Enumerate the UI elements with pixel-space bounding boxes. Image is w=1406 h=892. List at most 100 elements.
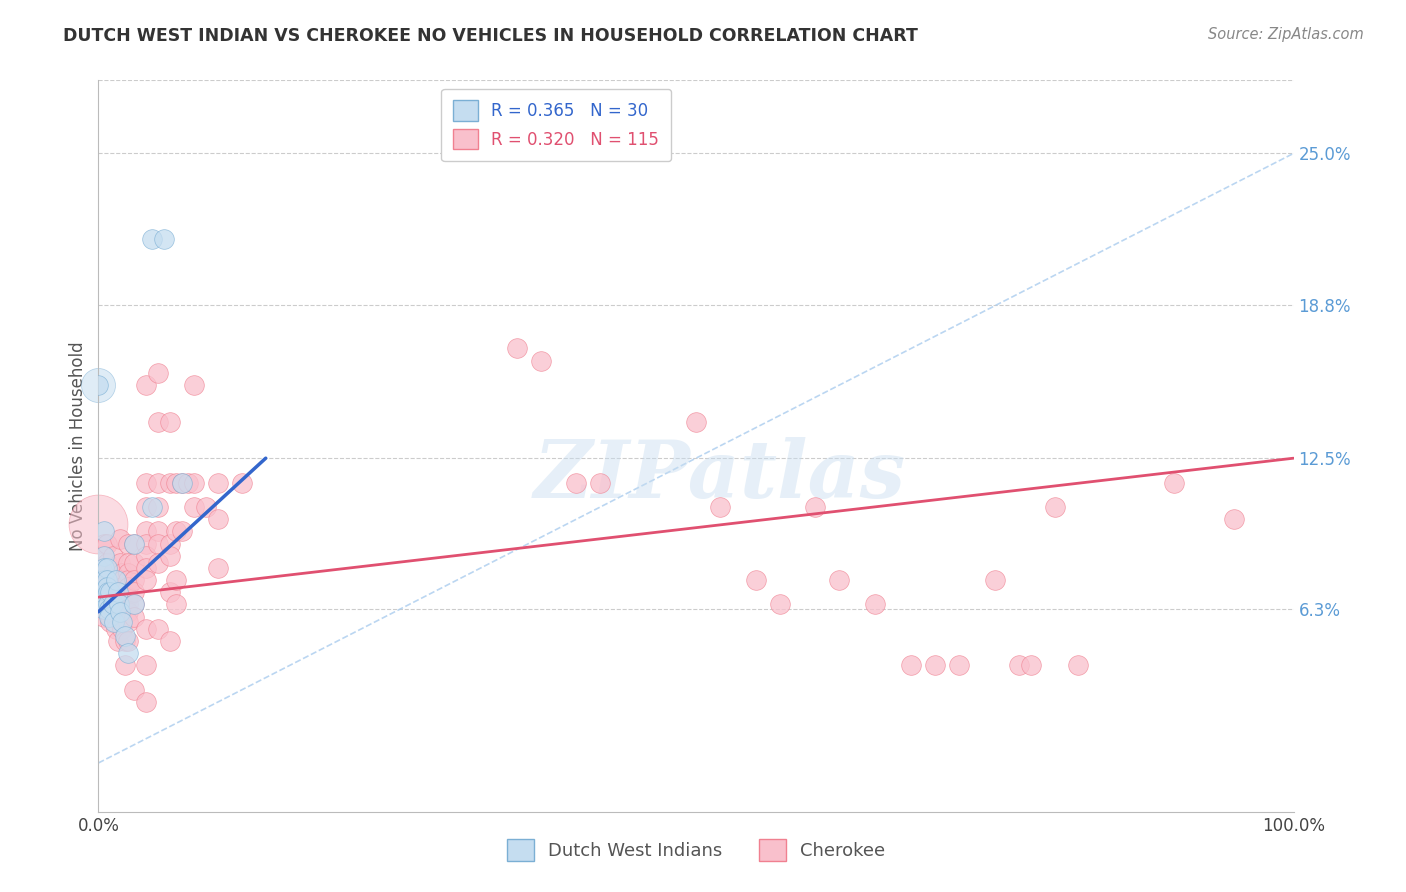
Point xyxy=(159,549,181,563)
Point xyxy=(124,573,146,587)
Point xyxy=(114,634,136,648)
Point xyxy=(148,622,170,636)
Point xyxy=(98,609,121,624)
Point xyxy=(768,598,790,612)
Point xyxy=(93,585,115,599)
Point xyxy=(165,475,187,490)
Point xyxy=(117,556,139,570)
Point xyxy=(745,573,768,587)
Point xyxy=(108,605,131,619)
Point xyxy=(172,475,194,490)
Point xyxy=(124,609,146,624)
Point xyxy=(97,585,120,599)
Point xyxy=(93,598,115,612)
Point xyxy=(135,524,157,539)
Legend: Dutch West Indians, Cherokee: Dutch West Indians, Cherokee xyxy=(499,832,893,869)
Point xyxy=(117,566,139,580)
Point xyxy=(105,602,128,616)
Point xyxy=(530,353,553,368)
Point xyxy=(135,536,157,550)
Point xyxy=(114,629,136,643)
Point xyxy=(98,590,121,604)
Point xyxy=(589,475,612,490)
Point xyxy=(148,475,170,490)
Point xyxy=(117,605,139,619)
Text: Source: ZipAtlas.com: Source: ZipAtlas.com xyxy=(1208,27,1364,42)
Point xyxy=(93,573,115,587)
Point xyxy=(207,475,229,490)
Point xyxy=(135,475,157,490)
Point xyxy=(93,549,115,563)
Point xyxy=(111,622,134,636)
Point xyxy=(93,585,115,599)
Point xyxy=(865,598,887,612)
Point xyxy=(105,573,128,587)
Point xyxy=(117,573,139,587)
Point xyxy=(709,500,731,514)
Point xyxy=(159,634,181,648)
Point xyxy=(93,590,115,604)
Point xyxy=(117,590,139,604)
Point xyxy=(117,634,139,648)
Point xyxy=(93,561,115,575)
Point xyxy=(177,475,200,490)
Point xyxy=(124,536,146,550)
Point xyxy=(124,585,146,599)
Point xyxy=(207,512,229,526)
Point xyxy=(124,598,146,612)
Point xyxy=(135,549,157,563)
Point xyxy=(984,573,1007,587)
Point xyxy=(93,524,115,539)
Point xyxy=(93,598,115,612)
Point xyxy=(107,634,129,648)
Point xyxy=(1008,658,1031,673)
Point xyxy=(93,602,115,616)
Point xyxy=(172,524,194,539)
Point xyxy=(98,585,122,599)
Point xyxy=(159,585,181,599)
Point xyxy=(148,366,170,380)
Point xyxy=(148,536,170,550)
Point xyxy=(148,415,170,429)
Point xyxy=(165,573,187,587)
Point xyxy=(101,549,124,563)
Point xyxy=(124,598,146,612)
Point xyxy=(98,598,122,612)
Point xyxy=(1163,475,1185,490)
Point xyxy=(148,500,170,514)
Point xyxy=(135,695,157,709)
Point xyxy=(111,590,134,604)
Point xyxy=(135,622,157,636)
Point xyxy=(124,556,146,570)
Point xyxy=(159,415,181,429)
Point xyxy=(93,561,115,575)
Point xyxy=(105,598,128,612)
Point xyxy=(96,561,118,575)
Point xyxy=(98,602,122,616)
Point xyxy=(1223,512,1246,526)
Point xyxy=(141,232,163,246)
Point xyxy=(98,602,121,616)
Point xyxy=(828,573,851,587)
Point xyxy=(111,605,134,619)
Point xyxy=(1043,500,1066,514)
Point xyxy=(506,342,529,356)
Point xyxy=(97,598,120,612)
Point xyxy=(87,516,110,531)
Point xyxy=(96,581,118,595)
Point xyxy=(104,590,127,604)
Point xyxy=(93,549,115,563)
Point xyxy=(103,573,125,587)
Point xyxy=(124,682,146,697)
Point xyxy=(195,500,218,514)
Point xyxy=(96,573,118,587)
Point xyxy=(183,500,205,514)
Point xyxy=(98,609,122,624)
Point xyxy=(804,500,827,514)
Point xyxy=(159,536,181,550)
Point xyxy=(117,615,139,629)
Point xyxy=(183,378,205,392)
Point xyxy=(98,581,121,595)
Point xyxy=(135,658,157,673)
Point xyxy=(231,475,253,490)
